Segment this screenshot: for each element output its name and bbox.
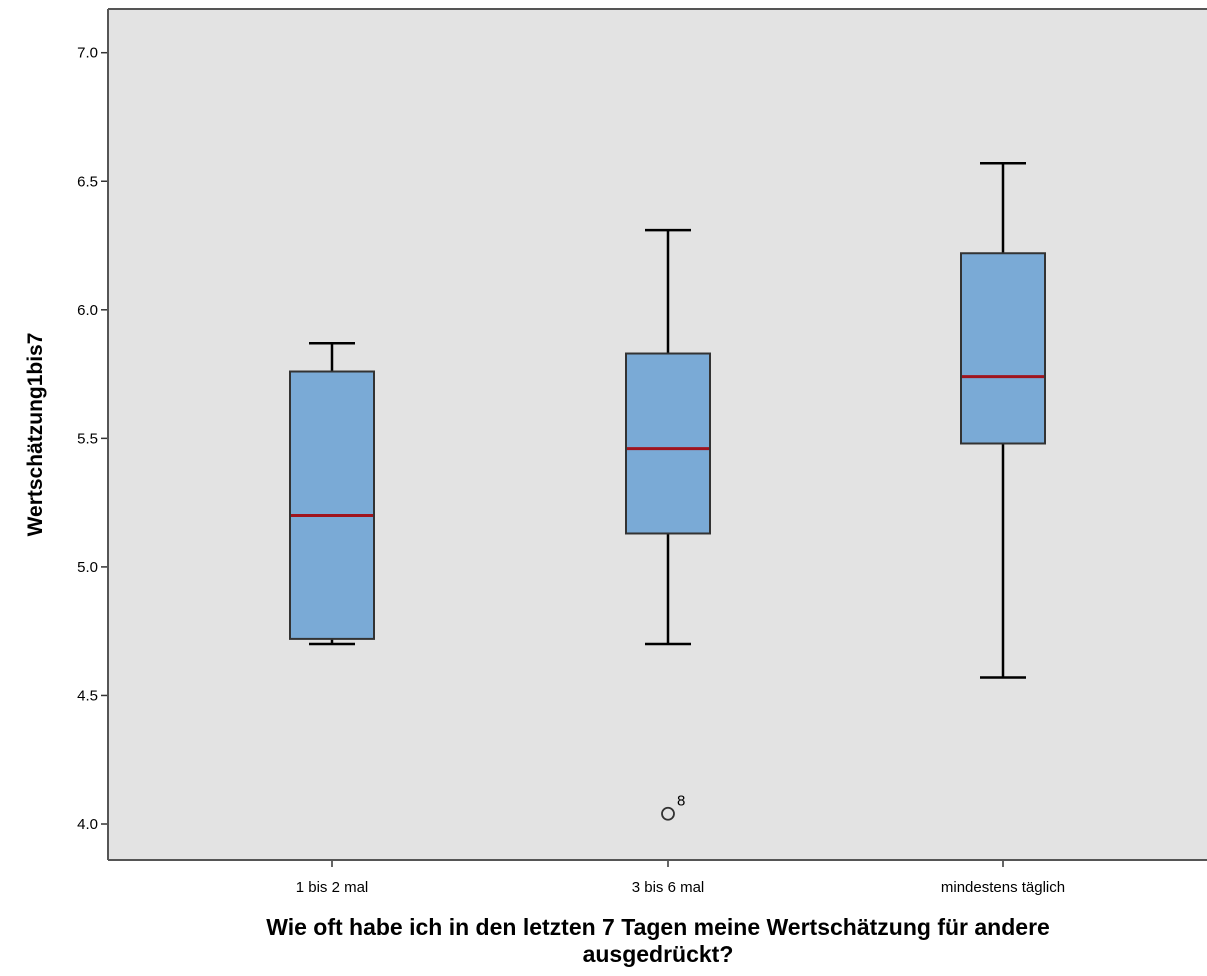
y-tick-label: 6.0 — [77, 302, 98, 319]
box-group — [289, 341, 375, 646]
y-tick-label: 4.0 — [77, 816, 98, 833]
y-tick-label: 5.5 — [77, 430, 98, 447]
iqr-box — [960, 252, 1046, 445]
box-series: 8 — [289, 162, 1046, 821]
y-tick-label: 7.0 — [77, 45, 98, 62]
outlier-point — [661, 806, 675, 821]
x-axis-title-line-2: ausgedrückt? — [583, 941, 734, 967]
outlier-label: 8 — [677, 793, 685, 810]
box-group — [960, 162, 1046, 679]
y-tick-label: 6.5 — [77, 173, 98, 190]
x-tick-label: 3 bis 6 mal — [632, 879, 705, 896]
y-tick-label: 4.5 — [77, 687, 98, 704]
y-axis: 4.0 4.5 5.0 5.5 6.0 6.5 7.0 — [77, 45, 108, 833]
x-tick-label: 1 bis 2 mal — [296, 879, 369, 896]
box-group: 8 — [625, 228, 711, 821]
y-axis-title: Wertschätzung1bis7 — [24, 333, 47, 537]
y-tick-label: 5.0 — [77, 559, 98, 576]
x-axis-title-line-1: Wie oft habe ich in den letzten 7 Tagen … — [266, 914, 1050, 940]
x-axis: 1 bis 2 mal 3 bis 6 mal mindestens täglich — [296, 860, 1065, 896]
x-tick-label: mindestens täglich — [941, 879, 1065, 896]
iqr-box — [625, 352, 711, 535]
iqr-box — [289, 370, 375, 640]
